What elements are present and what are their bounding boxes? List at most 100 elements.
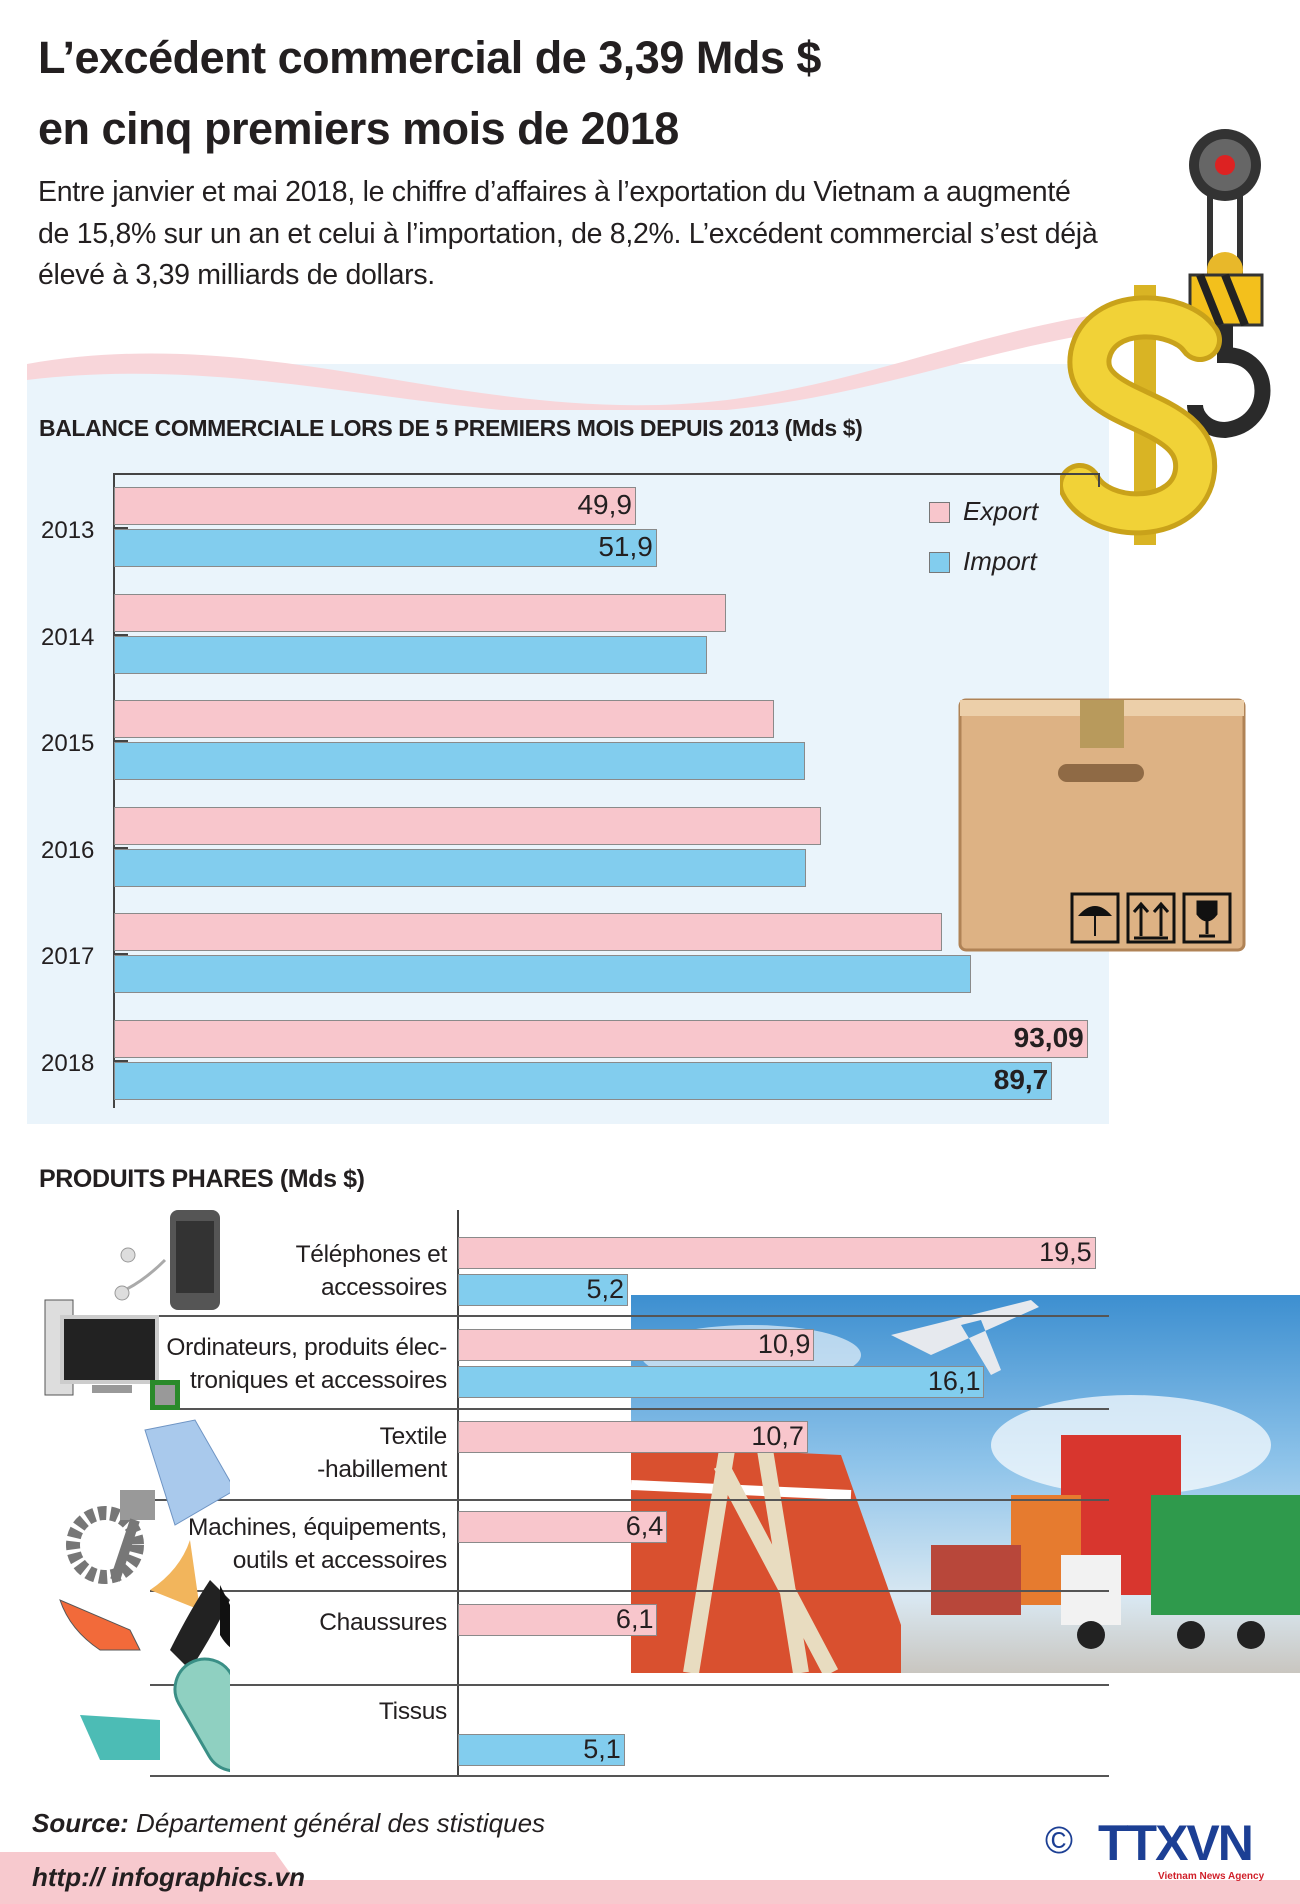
row-separator [150,1775,1109,1777]
export-bar [114,700,775,738]
product-label: Ordinateurs, produits élec-troniques et … [166,1331,447,1397]
legend-import-label: Import [963,546,1037,576]
dollar-sign-shape [1060,285,1222,545]
import-bar [114,529,657,567]
year-label: 2017 [41,943,95,970]
product-label: Machines, équipements, outils et accessoi… [188,1511,447,1577]
import-bar [114,955,971,993]
key-products-chart: Téléphones et accessoires 19,5 5,2 Ordinateu… [150,1210,1109,1777]
year-label: 2016 [41,836,95,864]
y-tick [114,846,128,849]
year-label: 2013 [41,517,95,544]
export-value-label: 10,9 [757,1329,811,1359]
legend-export-swatch [929,502,950,523]
product-label-line: accessoires [320,1274,447,1301]
product-label: Chaussures [319,1606,447,1639]
y-tick [114,953,128,955]
trade-balance-chart: Export Import 2013 49,9 51,9 2014 2015 2016 20… [41,473,1100,1108]
year-label: 2018 [41,1049,95,1077]
chart1-y-axis [113,473,115,1108]
cardboard-box-icon [958,698,1246,952]
product-label-line: Ordinateurs, produits élec- [166,1334,447,1361]
product-label-line: Machines, équipements, [188,1514,447,1541]
y-tick [114,1059,128,1062]
product-label: Textile -habillement [317,1420,447,1486]
source-line: Source: Département général des stistiqu… [32,1808,545,1839]
row-separator [150,1408,1109,1410]
pink-wave-decoration [27,310,1127,410]
chart1-title: BALANCE COMMERCIALE LORS DE 5 PREMIERS M… [39,415,863,441]
product-label: Tissus [379,1695,447,1728]
chart1-right-tick [1098,473,1100,487]
y-tick [114,740,128,742]
row-separator [150,1684,1109,1686]
chart1-top-frame [114,473,1099,475]
year-label: 2014 [41,623,95,651]
title-line-1: L’excédent commercial de 3,39 Mds $ [38,32,821,83]
export-bar [458,1329,815,1361]
import-bar [114,848,807,887]
export-bar [458,1604,658,1636]
export-value-label: 6,1 [615,1604,654,1634]
product-label-line: -habillement [317,1456,447,1483]
phone-icon [114,1210,220,1310]
computer-icon [44,1299,180,1410]
row-separator [150,1590,1109,1592]
y-tick [114,527,128,529]
import-value-label: 5,1 [583,1734,621,1764]
export-value-label: 93,09 [1013,1021,1084,1053]
gear-piston-icon [66,1490,155,1584]
import-bar [458,1274,629,1306]
export-value-label: 19,5 [1039,1237,1092,1267]
export-bar [114,806,822,845]
export-bar [114,913,943,951]
page-title: L’excédent commercial de 3,39 Mds $ en c… [38,22,938,164]
export-bar [458,1237,1096,1269]
chart2-y-axis [457,1210,459,1776]
product-label-line: Téléphones et [295,1241,448,1268]
shirt-icon [144,1419,230,1526]
import-value-label: 16,1 [927,1366,981,1396]
export-bar [114,1019,1088,1058]
legend-export-label: Export [963,496,1039,526]
ttxvn-logo-subtitle: Vietnam News Agency [1158,1871,1265,1882]
product-label-line: Chaussures [319,1609,447,1636]
source-text: Département général des stistiques [136,1808,546,1838]
product-label-line: Textile [379,1423,448,1450]
shoes-icon [59,1540,230,1670]
ttxvn-logo: TTXVN [1098,1815,1254,1871]
row-separator [150,1499,1109,1501]
fabric-roll-icon [80,1657,230,1773]
export-bar [114,593,726,632]
import-value-label: 5,2 [586,1274,625,1304]
product-icons [44,1210,230,1773]
footer-band [0,1852,1300,1904]
product-label-line: troniques et accessoires [190,1367,447,1394]
export-bar [114,487,636,525]
export-bar [458,1511,668,1543]
import-bar [458,1366,985,1398]
import-bar [114,1061,1053,1100]
product-label: Téléphones et accessoires [295,1238,448,1304]
export-value-label: 6,4 [625,1511,664,1541]
import-bar [114,742,806,780]
copyright-symbol: © [1045,1820,1073,1862]
import-value-label: 89,7 [993,1063,1049,1095]
year-label: 2015 [41,730,95,757]
import-bar [114,635,708,674]
y-tick [114,633,128,636]
source-label: Source: [32,1808,129,1838]
product-label-line: Tissus [378,1698,447,1725]
export-value-label: 10,7 [751,1421,804,1451]
dollar-crane-icon [1060,129,1271,545]
export-bar [458,1421,808,1453]
title-line-2: en cinq premiers mois de 2018 [38,103,679,154]
chart2-title: PRODUITS PHARES (Mds $) [39,1165,365,1193]
product-label-line: outils et accessoires [232,1547,448,1574]
intro-text: Entre janvier et mai 2018, le chiffre d’… [38,176,1098,291]
website-link[interactable]: http:// infographics.vn [32,1862,305,1892]
import-bar [458,1734,625,1766]
legend-import-swatch [929,552,950,573]
export-value-label: 49,9 [577,489,632,520]
row-separator [150,1315,1109,1317]
